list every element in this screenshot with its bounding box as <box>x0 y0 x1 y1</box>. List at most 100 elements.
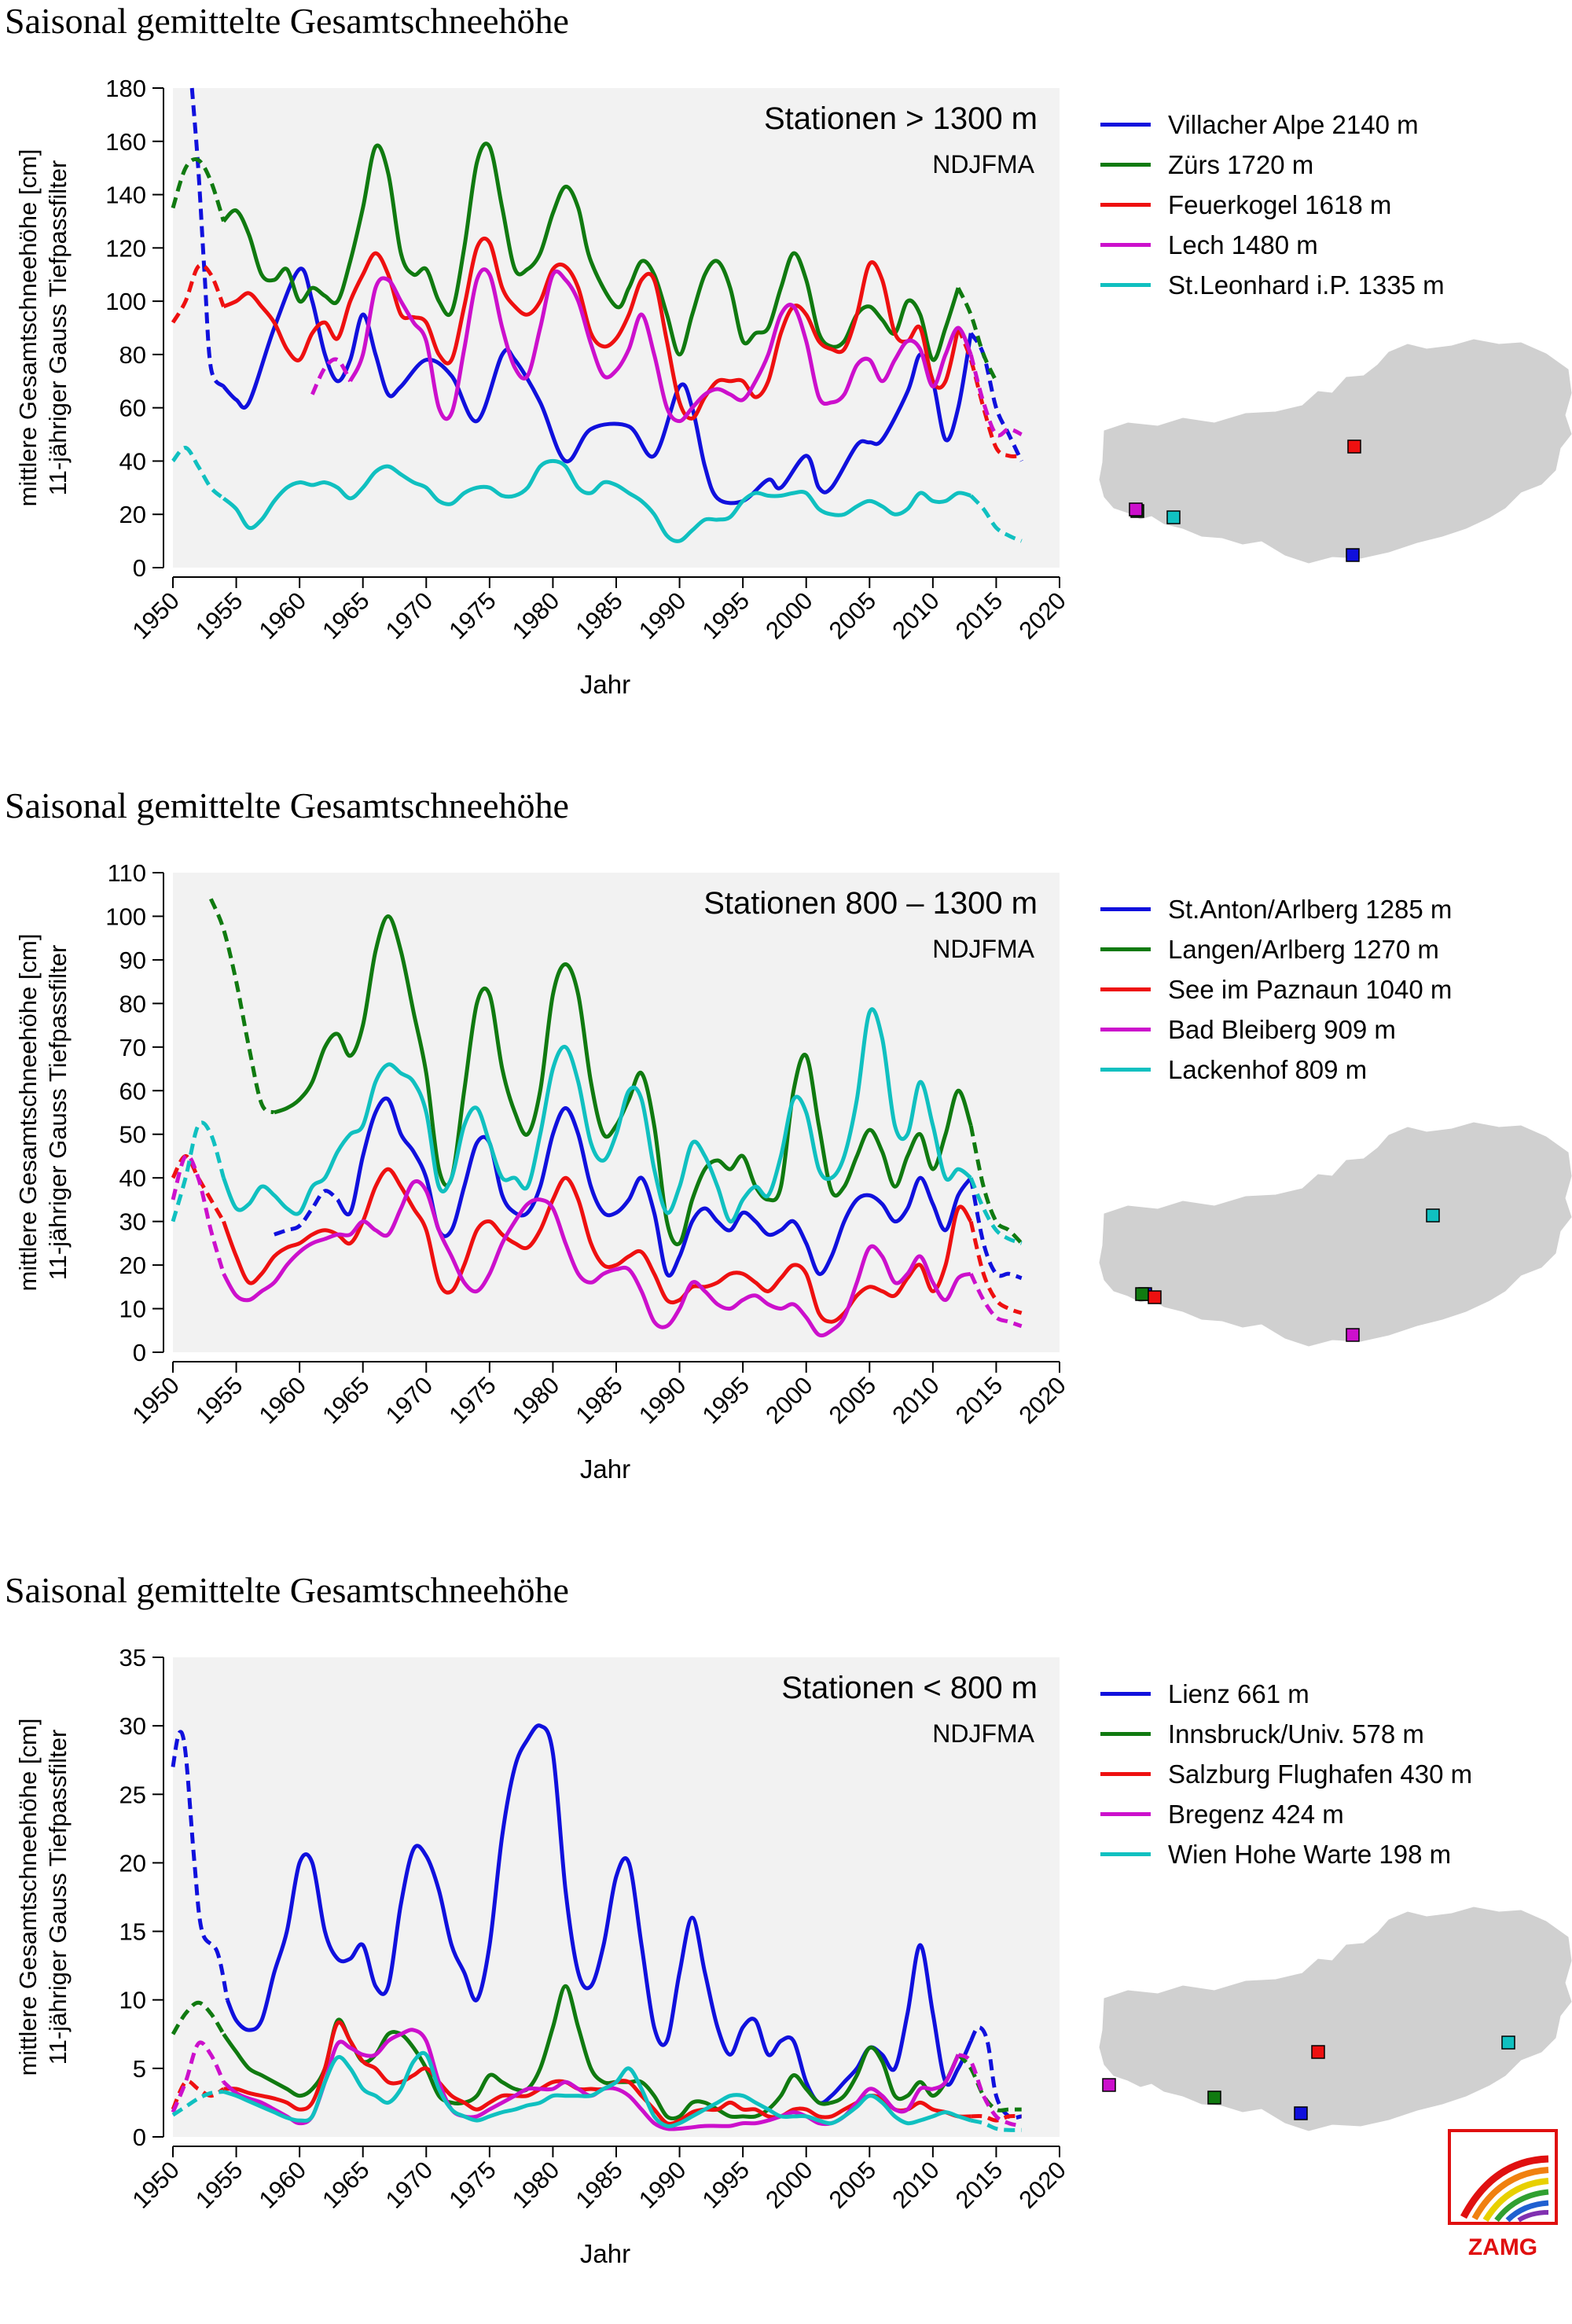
x-tick-label: 1955 <box>190 587 248 645</box>
station-marker <box>1148 1290 1162 1304</box>
y-axis-label-secondary: 11-jähriger Gauss Tiefpassfilter <box>44 945 72 1281</box>
series-line <box>225 1723 973 2105</box>
y-tick-label: 10 <box>119 1987 146 2014</box>
y-tick-label: 180 <box>105 75 146 102</box>
x-tick-label: 2010 <box>887 587 945 645</box>
legend-label: Zürs 1720 m <box>1168 149 1314 179</box>
austria-outline <box>1099 1122 1572 1347</box>
series-line <box>222 142 960 362</box>
y-tick-label: 140 <box>105 182 146 209</box>
y-tick-label: 90 <box>119 947 146 974</box>
legend-swatch <box>1100 947 1151 951</box>
legend-swatch <box>1100 1852 1151 1856</box>
legend-entry: Lienz 661 m <box>1100 1674 1472 1714</box>
plot-area <box>173 88 1060 568</box>
x-tick-label: 2015 <box>950 2156 1008 2214</box>
series-line-dashed-end <box>968 1177 1023 1245</box>
x-tick-label: 1955 <box>190 2156 248 2214</box>
legend-entry: St.Anton/Arlberg 1285 m <box>1100 889 1452 929</box>
series-5 <box>171 2050 1022 2132</box>
legend-swatch <box>1100 1772 1151 1776</box>
x-tick-label: 1990 <box>634 2156 692 2214</box>
series-line-dashed-start <box>274 1189 340 1237</box>
legend-label: Wien Hohe Warte 198 m <box>1168 1839 1452 1869</box>
x-tick-label: 1995 <box>697 587 755 645</box>
y-tick-label: 20 <box>119 1849 146 1877</box>
legend-swatch <box>1100 243 1151 247</box>
y-tick-label: 0 <box>133 2124 146 2151</box>
series-line-dashed-start <box>310 357 352 395</box>
series-line-dashed-start <box>171 2040 226 2113</box>
legend-entry: Lackenhof 809 m <box>1100 1050 1452 1090</box>
x-tick-label: 2020 <box>1013 1371 1071 1429</box>
x-tick-label: 2010 <box>887 1371 945 1429</box>
series-line <box>222 267 973 506</box>
x-tick-label: 1950 <box>127 587 185 645</box>
austria-outline <box>1099 339 1572 564</box>
x-axis-label: Jahr <box>580 2239 630 2268</box>
x-tick-label: 2005 <box>824 587 882 645</box>
legend-entry: St.Leonhard i.P. 1335 m <box>1100 265 1445 305</box>
station-marker <box>1346 1328 1360 1342</box>
x-tick-label: 1995 <box>697 1371 755 1429</box>
season-label: NDJFMA <box>932 1719 1034 1748</box>
y-tick-label: 30 <box>119 1208 146 1236</box>
series-5 <box>171 1007 1023 1245</box>
x-tick-label: 1965 <box>317 2156 375 2214</box>
y-tick-label: 110 <box>108 859 146 887</box>
zamg-logo: ZAMG <box>1448 2129 1558 2260</box>
series-line-dashed-start <box>171 156 226 222</box>
x-tick-label: 1950 <box>127 1371 185 1429</box>
x-tick-label: 1985 <box>570 1371 628 1429</box>
logo-text: ZAMG <box>1468 2234 1537 2260</box>
legend-swatch <box>1100 1812 1151 1816</box>
x-tick-label: 2000 <box>760 2156 818 2214</box>
austria-map <box>1099 1907 1572 2131</box>
station-group-label: Stationen < 800 m <box>781 1671 1038 1705</box>
series-line <box>348 267 973 424</box>
legend-entry: Bregenz 424 m <box>1100 1794 1472 1834</box>
x-tick-label: 1965 <box>317 1371 375 1429</box>
series-4 <box>171 1153 1023 1338</box>
legend-swatch <box>1100 1068 1151 1072</box>
station-marker <box>1347 439 1361 454</box>
x-tick-label: 2010 <box>887 2156 945 2214</box>
series-line <box>222 2050 971 2128</box>
series-line-dashed-end <box>970 2118 1022 2132</box>
y-tick-label: 15 <box>119 1918 146 1946</box>
series-line-dashed-end <box>956 327 1022 458</box>
x-tick-label: 1960 <box>254 587 312 645</box>
y-tick-label: 30 <box>119 1712 146 1740</box>
y-tick-label: 5 <box>133 2055 146 2083</box>
series-line-dashed-end <box>956 287 998 382</box>
legend-swatch <box>1100 203 1151 207</box>
series-line-dashed-start <box>171 2090 224 2117</box>
series-line-dashed-start <box>171 263 226 324</box>
y-axis-label: mittlere Gesamtschneehöhe [cm] <box>14 934 42 1292</box>
series-4 <box>310 267 1023 438</box>
series-3 <box>171 236 1022 458</box>
legend: St.Anton/Arlberg 1285 m Langen/Arlberg 12… <box>1100 889 1452 1090</box>
y-tick-label: 60 <box>119 395 146 422</box>
legend-swatch <box>1100 163 1151 167</box>
series-line-dashed-start <box>171 1153 226 1274</box>
legend-label: St.Anton/Arlberg 1285 m <box>1168 894 1453 924</box>
x-tick-label: 2005 <box>824 2156 882 2214</box>
x-tick-label: 1975 <box>443 1371 501 1429</box>
x-axis-label: Jahr <box>580 1454 630 1484</box>
y-axis-label: mittlere Gesamtschneehöhe [cm] <box>14 1719 42 2076</box>
series-5 <box>171 446 1023 543</box>
series-2 <box>171 142 998 382</box>
x-tick-label: 2015 <box>950 587 1008 645</box>
y-tick-label: 40 <box>119 447 146 475</box>
y-tick-label: 80 <box>119 990 146 1017</box>
series-line-dashed-end <box>968 354 1023 438</box>
x-tick-label: 1970 <box>380 1371 439 1429</box>
legend: Lienz 661 m Innsbruck/Univ. 578 m Salzburg… <box>1100 1674 1472 1874</box>
series-line-dashed-start <box>189 87 226 388</box>
y-tick-label: 70 <box>119 1034 146 1061</box>
legend-entry: Wien Hohe Warte 198 m <box>1100 1834 1472 1874</box>
y-tick-label: 25 <box>119 1781 146 1808</box>
x-tick-label: 2005 <box>824 1371 882 1429</box>
legend-label: St.Leonhard i.P. 1335 m <box>1168 270 1445 300</box>
